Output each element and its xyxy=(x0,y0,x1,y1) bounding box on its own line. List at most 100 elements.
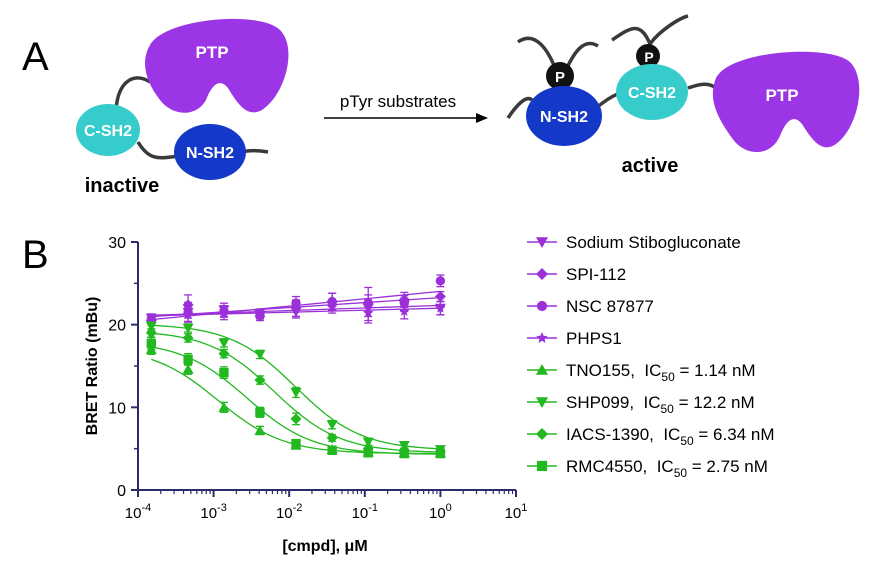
legend-marker xyxy=(536,332,548,343)
c-sh2-domain-inactive xyxy=(76,104,140,156)
data-point-iacs-1390 xyxy=(145,327,157,339)
data-point-phps1 xyxy=(399,305,410,316)
y-tick-label: 0 xyxy=(117,483,126,500)
legend-label-subscript: 50 xyxy=(661,402,675,416)
x-tick-exponent: 1 xyxy=(521,502,527,514)
legend-marker xyxy=(536,237,548,248)
phospho-label-2: P xyxy=(644,49,653,65)
c-sh2-label-inactive: C-SH2 xyxy=(84,123,132,140)
data-point-iacs-1390 xyxy=(254,374,266,386)
series-phps1 xyxy=(146,300,446,324)
data-point-spi-112 xyxy=(434,291,446,303)
n-sh2-domain-active xyxy=(526,86,602,146)
data-point-nsc-87877 xyxy=(435,276,446,286)
data-point-phps1 xyxy=(290,303,302,314)
legend-label-main: SHP099, IC xyxy=(566,393,661,412)
y-axis-title: BRET Ratio (mBu) xyxy=(84,297,101,436)
legend-label: SPI-112 xyxy=(566,265,626,284)
x-tick-label: 10-3 xyxy=(200,502,226,522)
data-point-iacs-1390 xyxy=(326,432,338,444)
arrow-head xyxy=(476,113,488,123)
y-tick-label: 30 xyxy=(108,235,126,252)
ptp-domain-inactive xyxy=(145,18,289,113)
arrow-label: pTyr substrates xyxy=(340,92,456,111)
legend-marker xyxy=(536,460,548,472)
legend-item-sodium-stibogluconate: Sodium Stibogluconate xyxy=(527,233,741,252)
data-point-rmc4550 xyxy=(146,339,156,349)
legend-label: TNO155, IC50 = 1.14 nM xyxy=(566,361,756,384)
series-rmc4550 xyxy=(146,337,446,459)
legend-item-iacs-1390: IACS-1390, IC50 = 6.34 nM xyxy=(527,425,775,448)
panel-a: A PTP C-SH2 N-SH2 inactive pTyr substrat… xyxy=(22,14,860,197)
data-point-rmc4550 xyxy=(399,448,409,459)
legend-marker xyxy=(536,397,548,408)
legend-item-phps1: PHPS1 xyxy=(527,329,622,348)
data-point-phps1 xyxy=(435,302,446,313)
panel-b: B BRET Ratio (mBu) [cmpd], μM 010203010-… xyxy=(22,233,775,555)
data-point-rmc4550 xyxy=(255,407,265,417)
data-point-tno155 xyxy=(254,424,266,435)
legend-label: NSC 87877 xyxy=(566,297,654,316)
legend-marker xyxy=(536,364,548,375)
legend-label-value: = 2.75 nM xyxy=(687,457,768,476)
data-point-phps1 xyxy=(218,305,230,316)
ptp-label-active: PTP xyxy=(765,86,798,105)
data-point-tno155 xyxy=(218,401,230,412)
legend-item-tno155: TNO155, IC50 = 1.14 nM xyxy=(527,361,756,384)
legend-item-spi-112: SPI-112 xyxy=(527,265,626,284)
legend: Sodium Stibogluconate SPI-112 NSC 87877 PHP… xyxy=(527,233,775,480)
data-point-shp099 xyxy=(326,420,338,431)
legend-label-main: IACS-1390, IC xyxy=(566,425,680,444)
legend-label-subscript: 50 xyxy=(661,370,675,384)
active-complex: P P N-SH2 C-SH2 PTP active xyxy=(506,14,860,177)
data-point-phps1 xyxy=(254,308,266,319)
legend-label: SHP099, IC50 = 12.2 nM xyxy=(566,393,755,416)
substrate-chain-2 xyxy=(611,14,689,48)
plot-area xyxy=(145,274,446,459)
legend-marker xyxy=(536,268,548,280)
data-point-nsc-87877 xyxy=(399,298,409,308)
data-point-phps1 xyxy=(182,309,194,320)
data-point-shp099 xyxy=(218,338,230,349)
legend-label-value: = 6.34 nM xyxy=(694,425,775,444)
phospho-group-2 xyxy=(636,44,660,68)
legend-item-nsc-87877: NSC 87877 xyxy=(527,297,654,316)
legend-label-value: = 12.2 nM xyxy=(674,393,755,412)
x-tick-label: 10-4 xyxy=(125,502,151,522)
data-point-iacs-1390 xyxy=(182,332,194,344)
legend-label-main: RMC4550, IC xyxy=(566,457,674,476)
data-point-shp099 xyxy=(290,388,302,398)
c-sh2-domain-active xyxy=(616,64,688,120)
data-point-rmc4550 xyxy=(327,445,337,455)
x-tick-exponent: -4 xyxy=(141,502,151,514)
x-tick-exponent: 0 xyxy=(446,502,452,514)
legend-label-value: = 1.14 nM xyxy=(675,361,756,380)
data-point-shp099 xyxy=(182,323,194,334)
phospho-group-1 xyxy=(546,62,574,90)
y-tick-label: 10 xyxy=(108,400,126,417)
data-point-shp099 xyxy=(145,321,157,332)
ptp-domain-active xyxy=(712,51,860,152)
data-point-rmc4550 xyxy=(363,448,373,458)
x-axis-title: [cmpd], μM xyxy=(282,538,367,555)
legend-label-subscript: 50 xyxy=(680,434,694,448)
data-point-phps1 xyxy=(146,313,157,324)
fit-curve-rmc4550 xyxy=(151,346,441,455)
data-point-rmc4550 xyxy=(291,439,301,449)
data-point-iacs-1390 xyxy=(290,413,302,425)
n-sh2-label-active: N-SH2 xyxy=(540,109,588,126)
legend-label: PHPS1 xyxy=(566,329,622,348)
legend-label: RMC4550, IC50 = 2.75 nM xyxy=(566,457,768,480)
legend-label: IACS-1390, IC50 = 6.34 nM xyxy=(566,425,775,448)
c-sh2-label-active: C-SH2 xyxy=(628,85,676,102)
active-state-label: active xyxy=(622,155,679,177)
n-sh2-domain-inactive xyxy=(174,124,246,180)
inactive-state-label: inactive xyxy=(85,175,159,197)
legend-label-subscript: 50 xyxy=(674,466,688,480)
panel-b-label: B xyxy=(22,233,49,277)
data-point-rmc4550 xyxy=(219,367,229,378)
x-tick-label: 101 xyxy=(505,502,528,522)
x-tick-exponent: -3 xyxy=(217,502,227,514)
